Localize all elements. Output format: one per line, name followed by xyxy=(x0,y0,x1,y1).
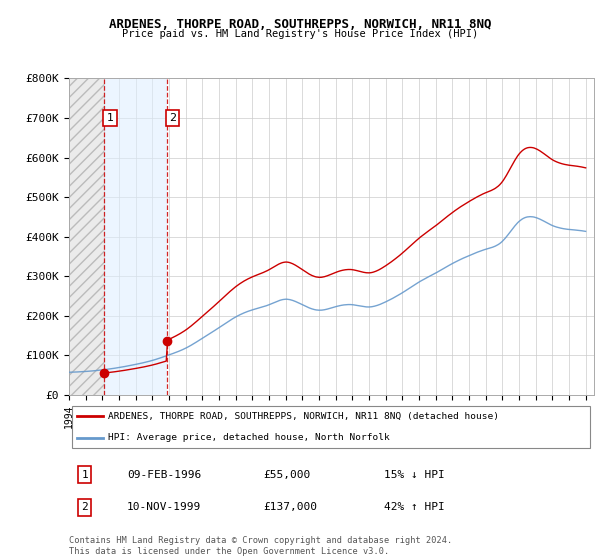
Text: Contains HM Land Registry data © Crown copyright and database right 2024.: Contains HM Land Registry data © Crown c… xyxy=(69,536,452,545)
Text: 1: 1 xyxy=(82,470,88,479)
Text: 1: 1 xyxy=(107,113,113,123)
Text: Price paid vs. HM Land Registry's House Price Index (HPI): Price paid vs. HM Land Registry's House … xyxy=(122,29,478,39)
Text: ARDENES, THORPE ROAD, SOUTHREPPS, NORWICH, NR11 8NQ (detached house): ARDENES, THORPE ROAD, SOUTHREPPS, NORWIC… xyxy=(109,412,499,421)
Text: 42% ↑ HPI: 42% ↑ HPI xyxy=(384,502,445,512)
Text: HPI: Average price, detached house, North Norfolk: HPI: Average price, detached house, Nort… xyxy=(109,433,390,442)
Text: £55,000: £55,000 xyxy=(263,470,311,479)
FancyBboxPatch shape xyxy=(71,405,590,449)
Text: 2: 2 xyxy=(169,113,176,123)
Bar xyxy=(69,78,104,395)
Bar xyxy=(104,78,167,395)
Text: 09-FEB-1996: 09-FEB-1996 xyxy=(127,470,201,479)
Text: This data is licensed under the Open Government Licence v3.0.: This data is licensed under the Open Gov… xyxy=(69,548,389,557)
Text: 15% ↓ HPI: 15% ↓ HPI xyxy=(384,470,445,479)
Text: 2: 2 xyxy=(82,502,88,512)
Text: ARDENES, THORPE ROAD, SOUTHREPPS, NORWICH, NR11 8NQ: ARDENES, THORPE ROAD, SOUTHREPPS, NORWIC… xyxy=(109,18,491,31)
Text: £137,000: £137,000 xyxy=(263,502,317,512)
Text: 10-NOV-1999: 10-NOV-1999 xyxy=(127,502,201,512)
